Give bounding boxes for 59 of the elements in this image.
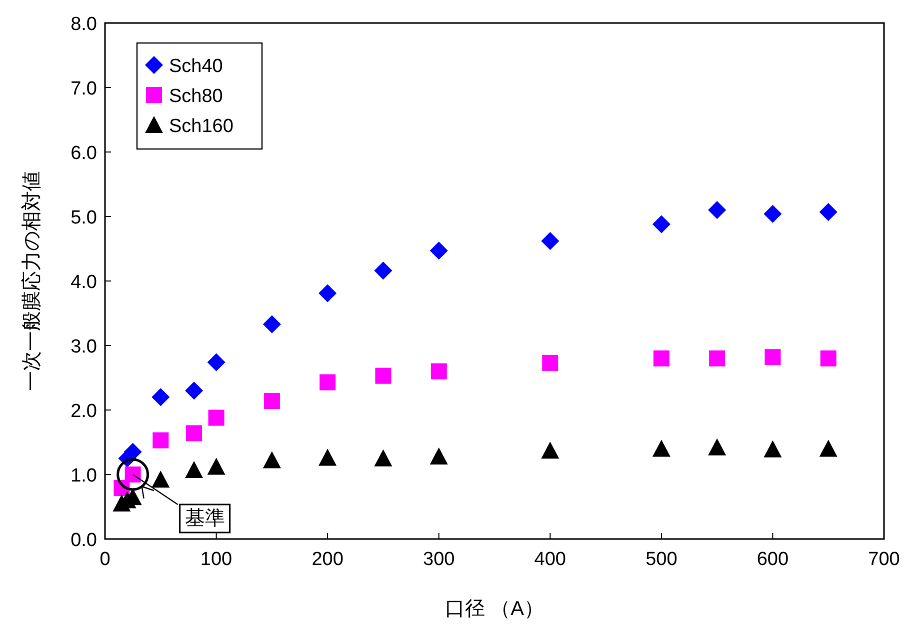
- point: [430, 242, 448, 260]
- legend-label: Sch160: [169, 116, 234, 137]
- x-tick-label: 200: [312, 549, 344, 570]
- point: [820, 350, 836, 366]
- x-axis-title: 口径 （A）: [445, 598, 544, 620]
- point: [652, 215, 670, 234]
- point: [185, 460, 204, 478]
- point: [541, 232, 560, 250]
- point: [709, 350, 726, 366]
- y-tick-label: 7.0: [70, 78, 97, 100]
- point: [708, 201, 726, 220]
- point: [208, 410, 224, 426]
- y-tick-label: 8.0: [70, 14, 97, 35]
- point: [375, 368, 392, 384]
- point: [264, 392, 280, 409]
- point: [318, 284, 337, 302]
- point: [819, 202, 838, 221]
- point: [653, 350, 670, 366]
- point: [186, 425, 202, 442]
- point: [374, 449, 392, 466]
- y-axis-title: 一次一般膜応力の相対値: [20, 171, 43, 391]
- y-tick-label: 6.0: [70, 143, 97, 164]
- point: [152, 432, 169, 448]
- legend-label: Sch40: [169, 56, 223, 77]
- point: [185, 382, 204, 400]
- y-tick-label: 1.0: [70, 466, 97, 486]
- y-tick-label: 2.0: [70, 401, 97, 422]
- x-tick-label: 300: [423, 549, 455, 570]
- x-tick-label: 500: [646, 549, 678, 570]
- point: [652, 440, 670, 457]
- point: [542, 354, 558, 371]
- point: [262, 315, 281, 334]
- point: [207, 353, 226, 372]
- legend-label: Sch80: [169, 86, 223, 107]
- x-tick-label: 0: [100, 549, 110, 570]
- annotation: 基準: [184, 508, 225, 530]
- point: [764, 204, 782, 223]
- point: [318, 448, 337, 466]
- y-tick-label: 4.0: [70, 272, 97, 293]
- x-tick-label: 600: [756, 549, 789, 570]
- point: [262, 451, 281, 468]
- point: [152, 388, 170, 406]
- point: [320, 374, 336, 390]
- point: [152, 470, 170, 488]
- point: [819, 440, 838, 457]
- point: [430, 447, 448, 464]
- y-tick-label: 3.0: [70, 336, 97, 358]
- point: [207, 458, 226, 475]
- point: [708, 438, 726, 456]
- point: [764, 349, 781, 366]
- point: [430, 363, 447, 380]
- y-tick-label: 0.0: [70, 530, 97, 551]
- point: [374, 262, 392, 280]
- x-tick-label: 400: [534, 549, 566, 570]
- x-tick-label: 700: [868, 549, 900, 570]
- point: [541, 442, 560, 459]
- x-tick-label: 100: [200, 549, 232, 570]
- point: [764, 440, 782, 458]
- y-tick-label: 5.0: [70, 208, 97, 228]
